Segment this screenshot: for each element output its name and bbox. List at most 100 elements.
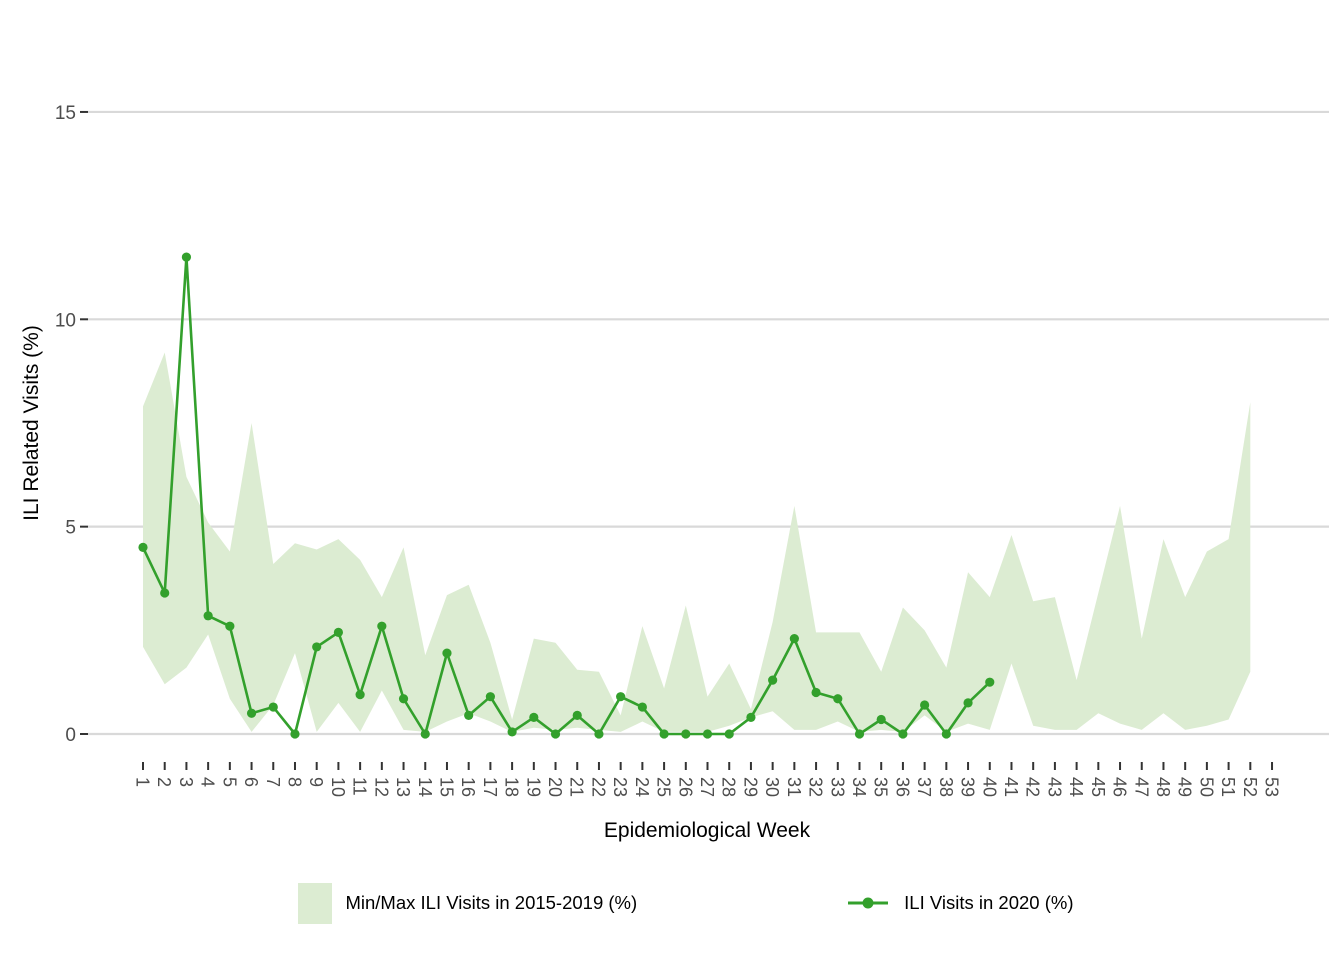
x-tick-label: 16	[458, 777, 478, 797]
x-tick-label: 50	[1196, 777, 1216, 797]
x-tick-label: 40	[979, 777, 999, 797]
x-tick-label: 34	[849, 777, 869, 797]
data-point-marker	[898, 729, 908, 739]
x-tick-label: 5	[219, 777, 239, 787]
x-tick-label: 19	[523, 777, 543, 797]
data-point-marker	[138, 542, 148, 552]
legend-line-label: ILI Visits in 2020 (%)	[904, 892, 1074, 913]
x-tick-label: 28	[719, 777, 739, 797]
data-point-marker	[312, 642, 322, 652]
x-tick-label: 37	[914, 777, 934, 797]
x-tick-label: 39	[958, 777, 978, 797]
x-tick-label: 47	[1131, 777, 1151, 797]
x-tick-label: 22	[588, 777, 608, 797]
x-tick-label: 35	[871, 777, 891, 797]
x-tick-label: 18	[502, 777, 522, 797]
data-point-marker	[702, 729, 713, 739]
x-tick-label: 7	[263, 777, 283, 787]
legend-item-band: Min/Max ILI Visits in 2015-2019 (%)	[298, 882, 638, 924]
x-axis-title: Epidemiological Week	[604, 819, 811, 842]
line-key-icon	[848, 897, 889, 909]
y-tick-label: 10	[55, 310, 76, 331]
x-tick-label: 53	[1262, 777, 1282, 797]
data-point-marker	[637, 702, 647, 712]
data-point-marker	[681, 729, 691, 739]
data-point-marker	[811, 687, 821, 698]
legend-band-label: Min/Max ILI Visits in 2015-2019 (%)	[345, 892, 638, 913]
x-tick-label: 46	[1110, 777, 1130, 797]
data-point-marker	[529, 712, 539, 723]
x-tick-label: 51	[1218, 777, 1238, 797]
x-tick-label: 27	[697, 777, 717, 797]
x-tick-label: 24	[632, 777, 652, 797]
x-tick-label: 2	[154, 777, 174, 787]
data-point-marker	[616, 692, 626, 702]
data-point-marker	[268, 702, 278, 712]
band-swatch-icon	[298, 882, 333, 924]
y-tick-label: 15	[55, 103, 76, 124]
data-point-marker	[464, 710, 474, 720]
x-tick-label: 23	[610, 777, 630, 797]
data-point-marker	[659, 729, 669, 739]
data-point-marker	[746, 712, 756, 723]
x-tick-label: 1	[133, 777, 153, 787]
x-tick-label: 33	[827, 777, 847, 797]
data-point-marker	[485, 692, 495, 702]
x-tick-label: 13	[393, 777, 413, 797]
line-series-layer	[138, 252, 995, 739]
x-tick-label: 49	[1175, 777, 1195, 797]
data-point-marker	[398, 694, 409, 704]
data-point-marker	[420, 729, 430, 739]
data-point-marker	[333, 627, 344, 637]
data-point-marker	[355, 690, 365, 700]
data-point-marker	[594, 729, 604, 739]
x-tick-label: 30	[762, 777, 782, 797]
x-tick-label: 41	[1001, 777, 1021, 797]
data-point-marker	[768, 675, 778, 685]
x-tick-label: 10	[328, 777, 348, 797]
data-point-marker	[876, 714, 886, 725]
x-tick-label: 15	[436, 777, 456, 797]
x-tick-label: 17	[480, 777, 500, 797]
x-tick-label: 11	[350, 777, 370, 796]
data-point-marker	[920, 700, 930, 710]
x-tick-label: 20	[545, 777, 565, 797]
x-tick-label: 38	[936, 777, 956, 797]
x-tick-label: 12	[371, 777, 391, 797]
y-axis-title: ILI Related Visits (%)	[20, 325, 43, 521]
data-point-marker	[377, 621, 387, 631]
x-tick-label: 45	[1088, 777, 1108, 797]
x-tick-label: 8	[284, 777, 304, 787]
data-point-marker	[290, 729, 300, 739]
x-tick-label: 48	[1153, 777, 1173, 797]
x-tick-label: 36	[892, 777, 912, 797]
data-point-marker	[225, 621, 235, 631]
data-point-marker	[572, 710, 582, 720]
x-tick-label: 3	[176, 777, 196, 787]
x-tick-label: 4	[198, 777, 218, 787]
data-point-marker	[854, 729, 865, 739]
legend: Min/Max ILI Visits in 2015-2019 (%) ILI …	[14, 878, 1344, 928]
data-point-marker	[442, 648, 452, 658]
data-point-marker	[833, 694, 843, 704]
data-point-marker	[941, 729, 951, 739]
data-point-marker	[203, 611, 213, 621]
data-point-marker	[724, 729, 734, 739]
minmax-band-area	[143, 352, 1251, 732]
data-point-marker	[963, 698, 973, 708]
data-point-marker	[985, 677, 995, 687]
data-point-marker	[246, 708, 257, 718]
x-tick-label: 52	[1240, 777, 1260, 797]
data-point-marker	[550, 729, 561, 739]
line-series-2020	[141, 255, 991, 736]
x-tick-label: 9	[306, 777, 326, 787]
y-tick-label: 0	[65, 725, 76, 746]
x-tick-label: 44	[1066, 777, 1086, 797]
x-tick-label: 43	[1044, 777, 1064, 797]
data-point-marker	[789, 634, 799, 644]
legend-item-line: ILI Visits in 2020 (%)	[847, 892, 1074, 914]
x-tick-label: 6	[241, 777, 261, 787]
x-tick-label: 25	[654, 777, 674, 797]
